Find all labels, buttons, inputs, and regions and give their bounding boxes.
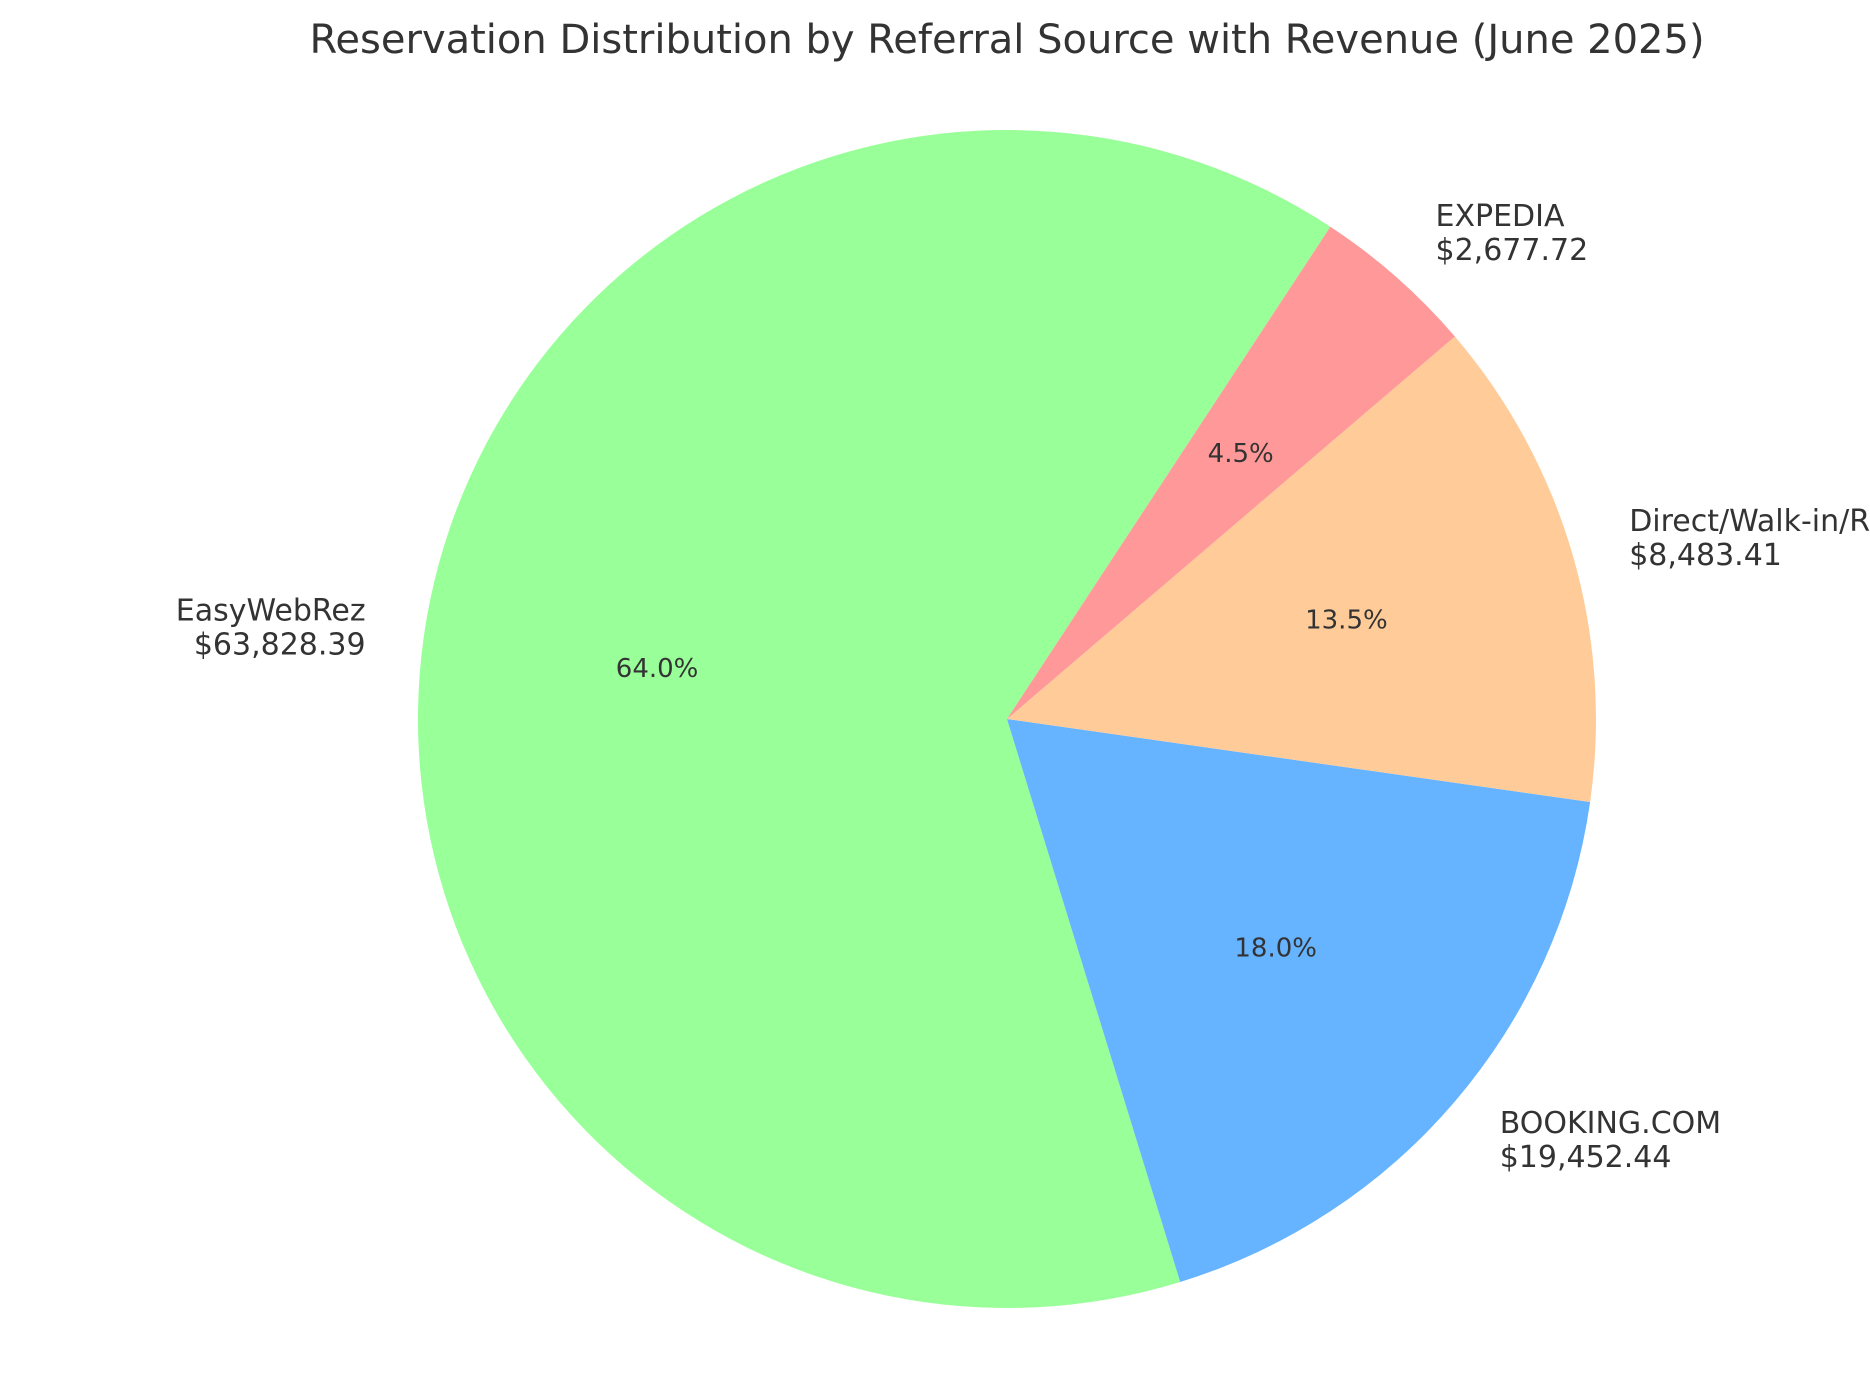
- percent-label-expedia: 4.5%: [1208, 439, 1274, 469]
- slice-revenue-direct-walk-in-repeat: $8,483.41: [1629, 538, 1782, 573]
- pie-slice-direct-walk-in-repeat: [1007, 336, 1596, 802]
- slice-revenue-easywebrez: $63,828.39: [194, 628, 366, 663]
- slice-revenue-expedia: $2,677.72: [1436, 233, 1589, 268]
- outer-label-easywebrez: EasyWebRez $63,828.39: [176, 594, 366, 663]
- outer-label-direct-walk-in-repeat: Direct/Walk-in/Repeat$8,483.41: [1629, 504, 1870, 573]
- pie-labels: 64.0% EasyWebRez $63,828.39 18.0% BOOKING.CO…: [176, 199, 1870, 1175]
- percent-label-booking-com: 18.0%: [1234, 934, 1317, 964]
- percent-label-direct-walk-in-repeat: 13.5%: [1305, 605, 1388, 635]
- outer-label-booking-com: BOOKING.COM $19,452.44: [1500, 1106, 1721, 1175]
- slice-name-expedia: EXPEDIA: [1436, 199, 1566, 234]
- pie-slice-easywebrez: [417, 129, 1331, 1308]
- slice-name-booking-com: BOOKING.COM: [1500, 1106, 1721, 1141]
- outer-label-expedia: EXPEDIA $2,677.72: [1436, 199, 1589, 268]
- slice-revenue-booking-com: $19,452.44: [1500, 1140, 1672, 1175]
- pie-slice-expedia: [1007, 226, 1455, 719]
- slice-name-easywebrez: EasyWebRez: [176, 594, 366, 629]
- percent-label-easywebrez: 64.0%: [616, 654, 699, 684]
- chart-title: Reservation Distribution by Referral Sou…: [309, 17, 1704, 63]
- pie-slices: [417, 129, 1596, 1308]
- slice-name-direct-walk-in-repeat: Direct/Walk-in/Repeat: [1629, 504, 1870, 539]
- pie-slice-booking-com: [1007, 719, 1591, 1282]
